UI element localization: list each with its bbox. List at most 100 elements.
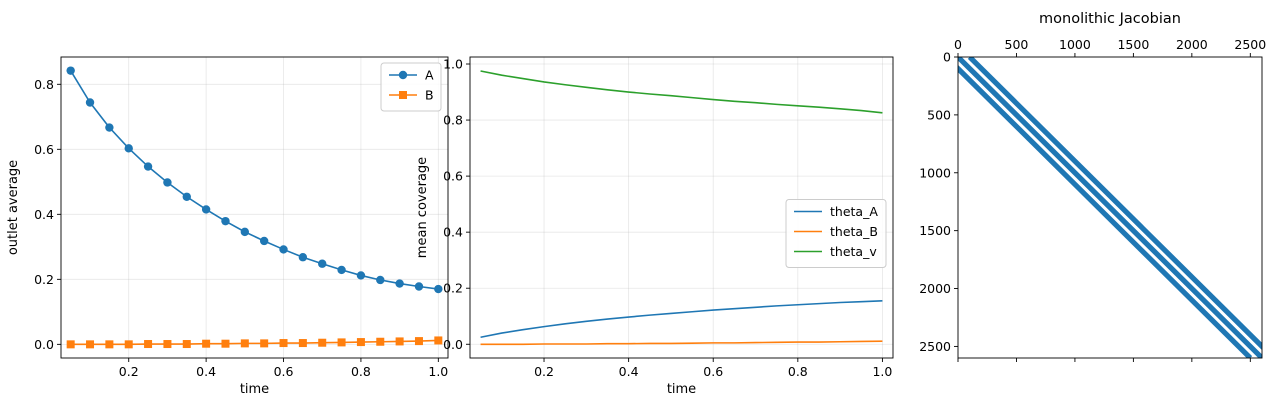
series-line-theta_b <box>480 340 883 346</box>
data-point-a <box>298 253 308 262</box>
data-point-a <box>124 144 133 153</box>
data-point-a <box>414 282 424 291</box>
data-point-b <box>163 340 172 349</box>
x-tick-label: 2000 <box>1176 37 1208 52</box>
y-tick-label: 500 <box>927 107 951 122</box>
x-tick-label: 1.0 <box>428 364 448 379</box>
y-tick-label: 0 <box>943 50 951 65</box>
data-point-b <box>279 339 288 348</box>
legend-label-b: B <box>425 88 434 103</box>
x-tick-label: 0.4 <box>196 364 216 379</box>
axes-frame <box>957 56 1263 359</box>
legend-label-a: A <box>425 68 434 83</box>
y-tick-label: 1.0 <box>443 57 463 72</box>
data-point-b <box>66 340 75 349</box>
data-point-b <box>337 338 346 347</box>
series-line-theta_a <box>480 300 883 339</box>
legend-label-theta_v: theta_v <box>830 244 877 259</box>
legend: theta_A theta_B theta_v <box>785 199 887 268</box>
data-point-b <box>260 339 269 348</box>
x-axis-label: time <box>240 382 269 397</box>
data-point-b <box>221 339 230 348</box>
y-tick-label: 0.6 <box>443 169 463 184</box>
y-tick-label: 0.0 <box>34 337 54 352</box>
chart-title: monolithic Jacobian <box>1039 11 1181 27</box>
data-point-a <box>221 216 230 226</box>
x-tick-label: 0.8 <box>788 364 808 379</box>
nonzero-diagonal-band <box>958 57 1262 358</box>
data-point-b <box>182 340 191 349</box>
data-point-a <box>182 192 191 201</box>
data-point-b <box>144 340 153 349</box>
data-point-a <box>318 259 327 268</box>
x-tick-label: 0.6 <box>274 364 294 379</box>
y-tick-label: 0.0 <box>443 337 463 352</box>
x-tick-label: 0.8 <box>351 364 371 379</box>
y-tick-label: 0.4 <box>443 225 463 240</box>
nonzero-diagonal-band <box>958 64 1253 358</box>
axes-frame <box>60 56 449 359</box>
data-point-b <box>356 338 365 347</box>
data-point-a <box>434 284 443 294</box>
y-axis-label: outlet average <box>6 160 21 255</box>
data-point-b <box>395 337 404 346</box>
y-tick-label: 0.2 <box>34 272 54 287</box>
outlet-average-chart: 0.2 0.4 0.6 0.8 1.0 0.0 0.2 0.4 0.6 0.8 time outlet… <box>6 56 449 397</box>
x-tick-label: 0.2 <box>534 364 554 379</box>
mean-coverage-chart: 0.2 0.4 0.6 0.8 1.0 0.0 0.2 0.4 0.6 0.8 1.0 time mea… <box>415 56 894 397</box>
data-point-b <box>105 340 114 349</box>
data-point-b <box>298 339 307 348</box>
data-point-a <box>163 178 172 187</box>
legend-box <box>785 199 887 268</box>
data-point-b <box>86 340 95 349</box>
data-point-a <box>240 227 250 237</box>
legend-label-theta_a: theta_A <box>830 204 878 219</box>
data-point-b <box>124 340 133 349</box>
y-tick-label: 0.6 <box>34 142 54 157</box>
y-tick-label: 0.4 <box>34 207 54 222</box>
y-tick-label: 1500 <box>919 223 951 238</box>
data-point-a <box>143 162 153 171</box>
data-point-a <box>376 275 385 285</box>
data-point-a <box>395 279 404 288</box>
x-axis-label: time <box>667 382 696 397</box>
data-point-b <box>414 337 423 346</box>
data-point-b <box>202 339 211 348</box>
data-point-a <box>201 205 211 214</box>
legend-label-theta_b: theta_B <box>830 224 878 239</box>
nonzero-bands <box>958 57 1262 358</box>
data-point-b <box>240 339 249 348</box>
legend-marker-a <box>398 70 408 80</box>
data-point-b <box>376 337 385 346</box>
data-point-a <box>105 123 114 132</box>
legend-marker-b <box>399 91 407 99</box>
x-tick-label: 1000 <box>1059 37 1091 52</box>
x-tick-label: 2500 <box>1234 37 1266 52</box>
legend: AB <box>380 62 442 112</box>
axes-frame <box>469 56 894 359</box>
y-tick-label: 2000 <box>919 281 951 296</box>
x-tick-label: 1.0 <box>872 364 892 379</box>
x-tick-label: 0.6 <box>703 364 723 379</box>
y-tick-label: 0.8 <box>443 113 463 128</box>
y-tick-label: 1000 <box>919 165 951 180</box>
data-point-a <box>356 271 366 280</box>
data-point-b <box>318 338 327 347</box>
x-tick-label: 0 <box>954 37 962 52</box>
x-tick-label: 1500 <box>1117 37 1149 52</box>
nonzero-diagonal-band <box>967 57 1262 351</box>
x-tick-label: 0.2 <box>119 364 139 379</box>
y-axis-label: mean coverage <box>415 157 430 258</box>
data-point-b <box>434 336 443 345</box>
x-tick-label: 0.4 <box>619 364 639 379</box>
y-tick-label: 2500 <box>919 339 951 354</box>
data-point-a <box>259 236 269 246</box>
data-point-a <box>337 265 346 275</box>
data-point-a <box>279 245 288 254</box>
y-tick-label: 0.8 <box>34 77 54 92</box>
monolithic-jacobian-chart: 0 500 1000 1500 2000 2500 0 500 1000 1500 2000 2500… <box>919 11 1266 362</box>
y-tick-label: 0.2 <box>443 281 463 296</box>
data-point-a <box>66 66 75 75</box>
series-line-theta_v <box>480 70 883 114</box>
